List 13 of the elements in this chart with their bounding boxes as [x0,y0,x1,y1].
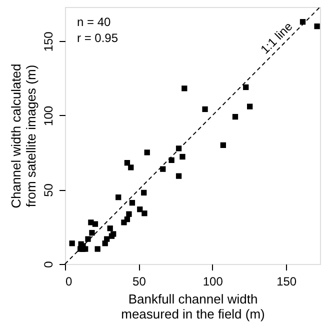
x-tick-label: 50 [132,274,146,288]
y-tick-label: 100 [42,106,56,126]
annotation: n = 40 [77,15,112,29]
text: 1:1 line [258,19,296,57]
y-tick-label: 50 [42,183,56,197]
annotation: r = 0.95 [77,31,118,45]
x-tick-label: 150 [276,274,297,288]
x-axis-title: Bankfull channel width measured in the field (m) [121,292,265,322]
y-tick-label: 0 [42,260,56,268]
x-tick-label: 100 [202,274,224,288]
x-tick-label: 0 [66,274,72,288]
y-axis-title: Channel width calculated from satellite images (m) [8,64,38,208]
y-tick-label: 150 [42,31,56,52]
